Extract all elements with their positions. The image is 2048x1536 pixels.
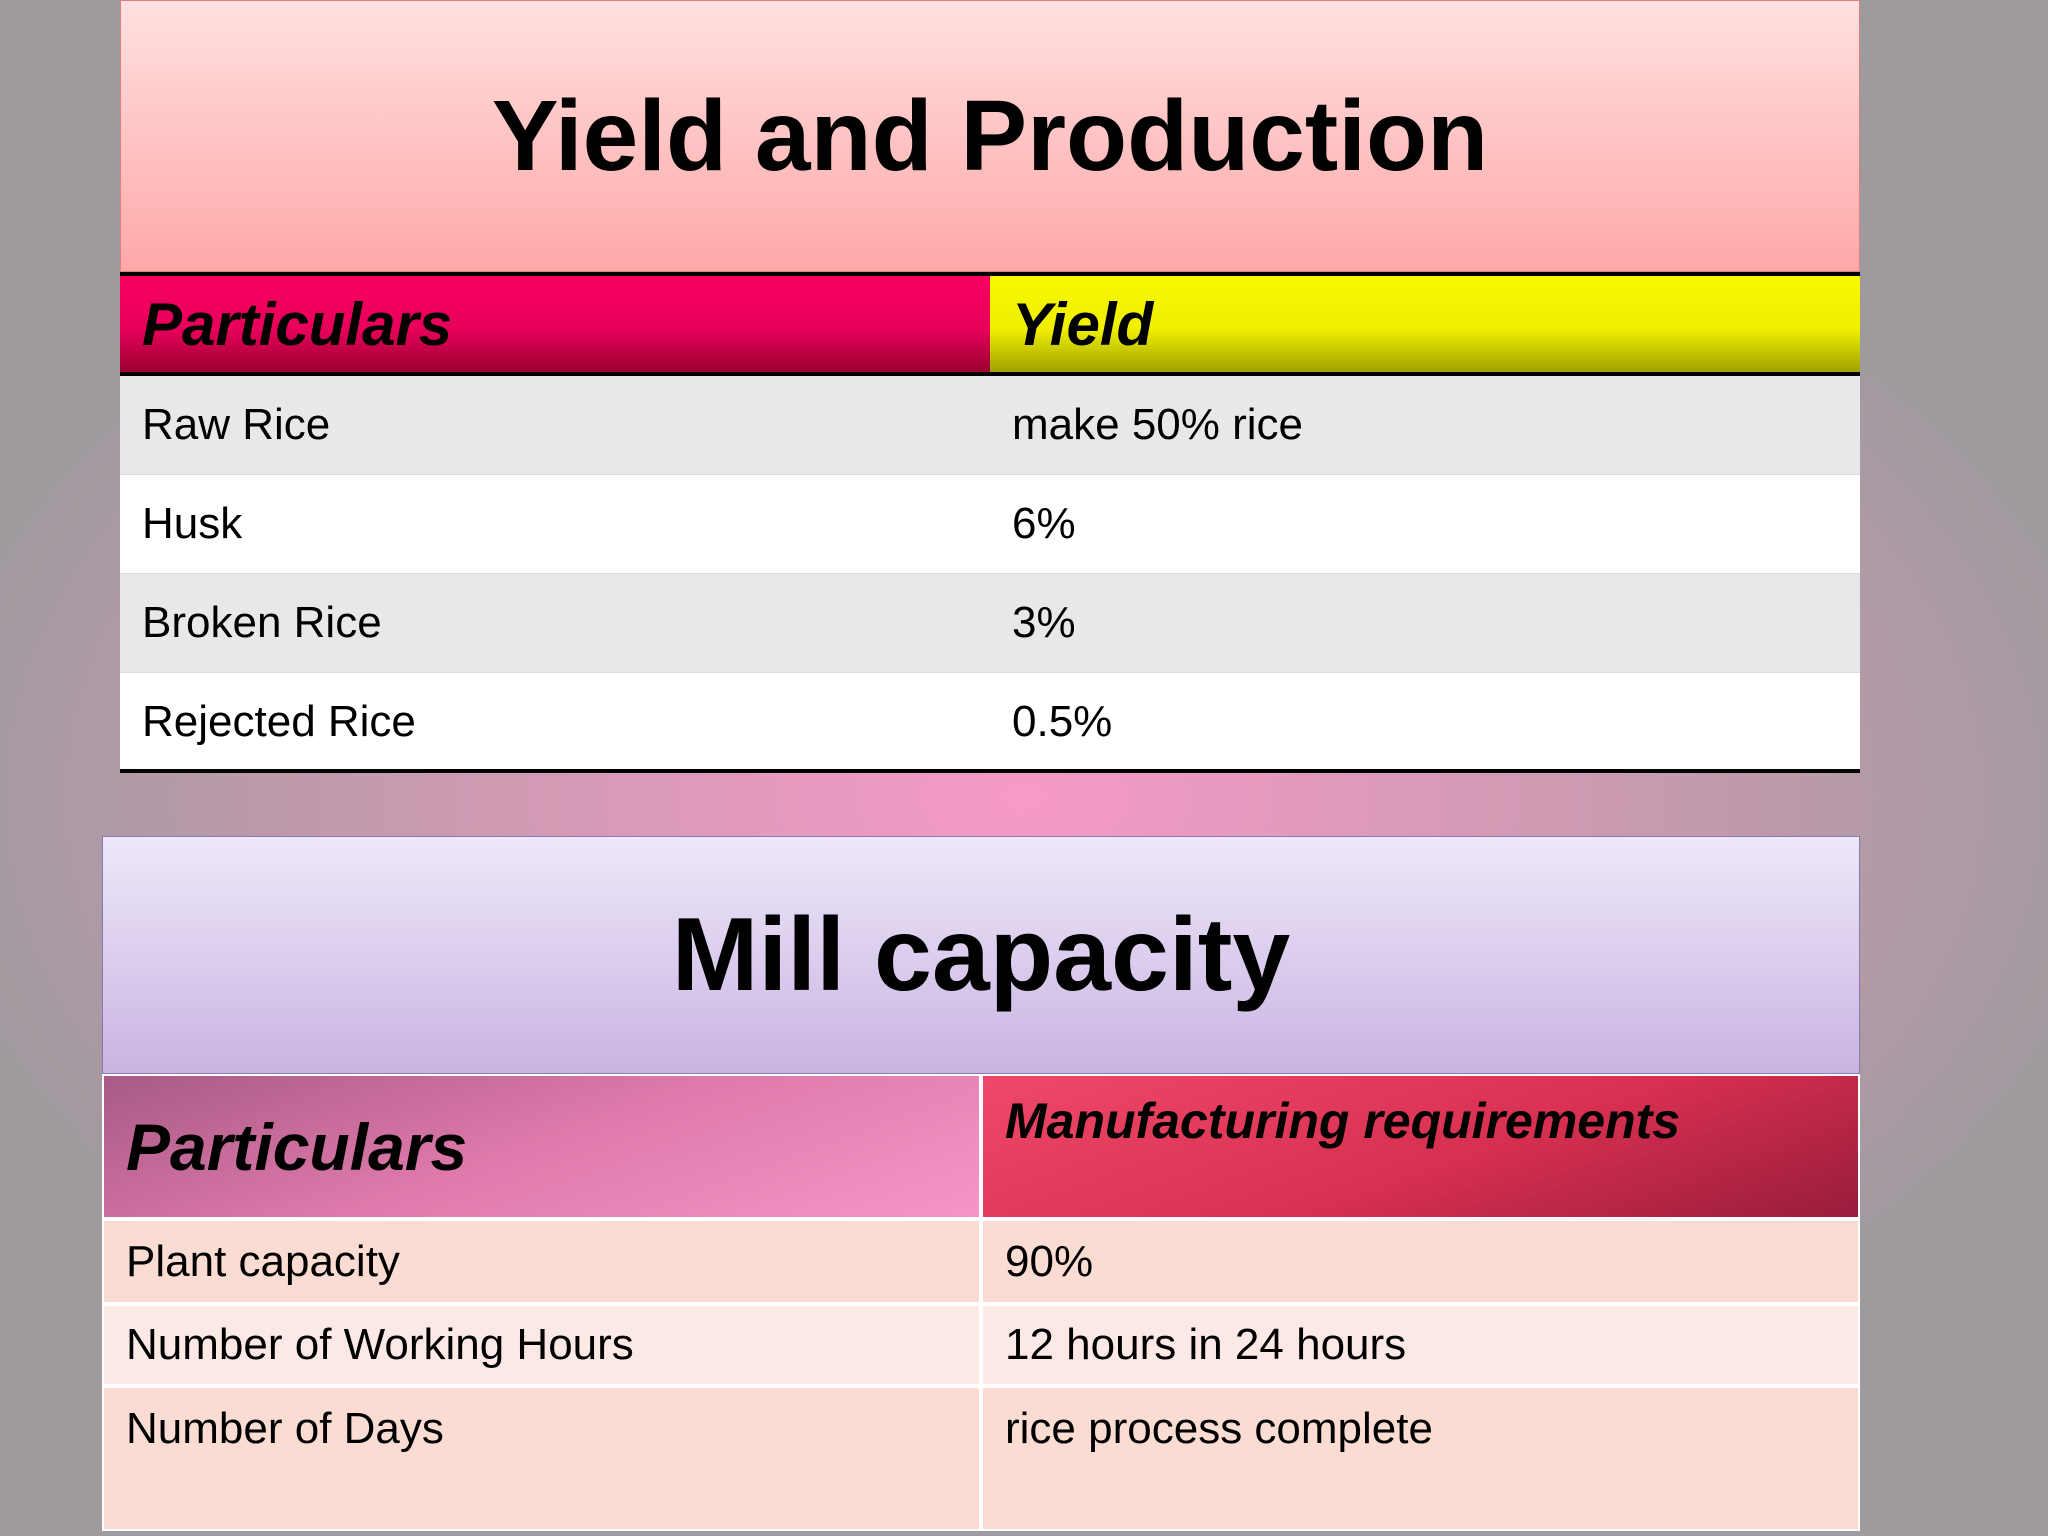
table-cell: Rejected Rice	[120, 673, 990, 772]
header-cell: Particulars	[102, 1074, 981, 1219]
header-cell: Particulars	[120, 272, 990, 376]
table-cell: make 50% rice	[990, 376, 1860, 475]
section-title: Mill capacity	[102, 836, 1860, 1074]
table-cell: Number of Working Hours	[102, 1304, 981, 1386]
table-cell: 12 hours in 24 hours	[981, 1304, 1860, 1386]
table-cell: Broken Rice	[120, 574, 990, 673]
table-cell: 90%	[981, 1219, 1860, 1304]
table-cell: Raw Rice	[120, 376, 990, 475]
table-cell: Husk	[120, 475, 990, 574]
rule	[120, 769, 1860, 773]
table-cell: 3%	[990, 574, 1860, 673]
table-cell: rice process complete	[981, 1386, 1860, 1531]
section-title: Yield and Production	[120, 0, 1860, 272]
table-cell: 6%	[990, 475, 1860, 574]
table-cell: 0.5%	[990, 673, 1860, 772]
table-cell: Number of Days	[102, 1386, 981, 1531]
header-cell: Yield	[990, 272, 1860, 376]
table-cell: Plant capacity	[102, 1219, 981, 1304]
header-cell: Manufacturing requirements	[981, 1074, 1860, 1219]
